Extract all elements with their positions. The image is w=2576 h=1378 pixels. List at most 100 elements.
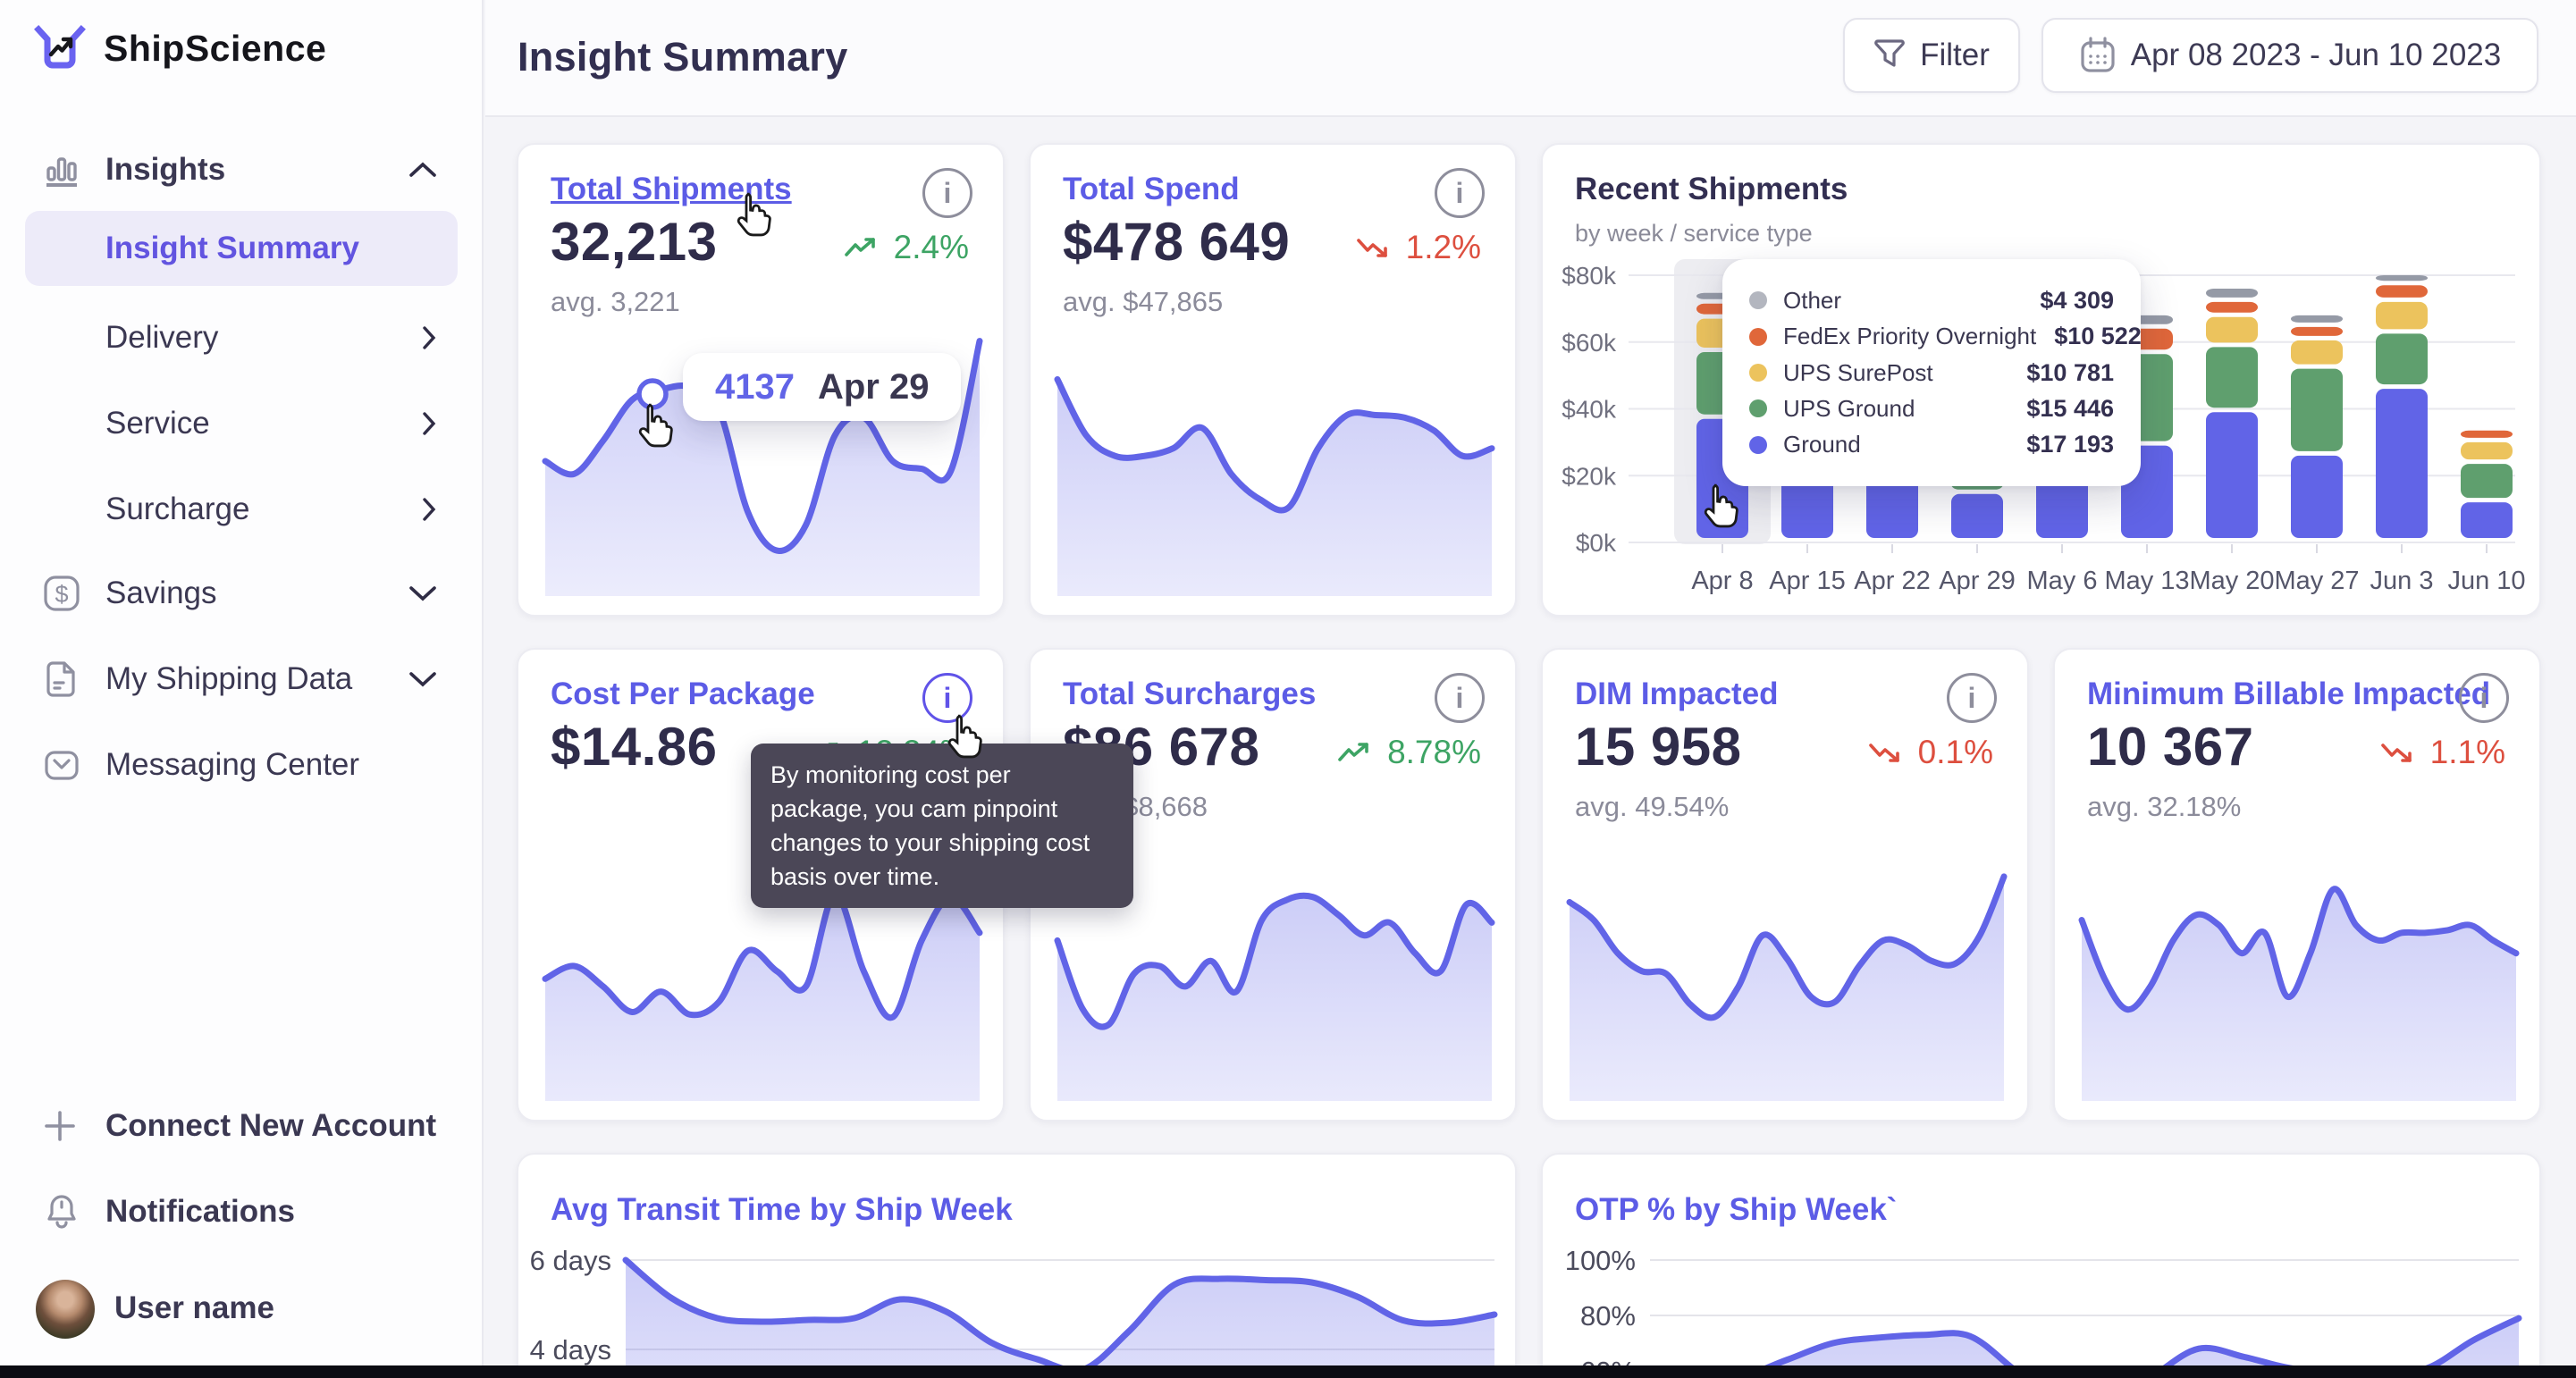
sidebar-item-delivery[interactable]: Delivery <box>0 309 484 366</box>
trend-down-icon <box>2380 744 2412 762</box>
trend-up-icon <box>1338 743 1368 761</box>
svg-text:Jun 3: Jun 3 <box>2370 567 2434 595</box>
svg-text:$20k: $20k <box>1562 462 1617 490</box>
chevron-right-icon <box>423 412 436 435</box>
taskbar-edge <box>0 1365 2576 1378</box>
cost-per-package-title[interactable]: Cost Per Package <box>551 676 815 711</box>
date-range-picker[interactable]: Apr 08 2023 - Jun 10 2023 <box>2041 18 2538 93</box>
filter-button[interactable]: Filter <box>1843 18 2020 93</box>
sidebar-item-service[interactable]: Service <box>0 395 484 452</box>
sidebar-item-savings[interactable]: $ Savings <box>0 565 484 622</box>
legend-row: FedEx Priority Overnight $10 522 <box>1749 318 2142 354</box>
otp-chart[interactable]: 100%80%60% <box>1543 1155 2543 1378</box>
sidebar-item-label: Surcharge <box>105 492 250 526</box>
avatar <box>36 1280 95 1339</box>
sidebar-item-my-shipping-data[interactable]: My Shipping Data <box>0 651 484 708</box>
total-shipments-title[interactable]: Total Shipments <box>551 172 792 206</box>
sidebar-item-label: Service <box>105 406 210 441</box>
svg-text:$0k: $0k <box>1576 529 1617 557</box>
legend-value: $10 781 <box>2026 358 2114 386</box>
chart-legend-tooltip: Other $4 309 FedEx Priority Overnight $10 5… <box>1722 259 2142 486</box>
svg-text:Jun 10: Jun 10 <box>2447 567 2525 595</box>
svg-text:Apr 8: Apr 8 <box>1691 567 1753 595</box>
sidebar-item-insights[interactable]: Insights <box>0 141 484 198</box>
total-surcharges-card: Total Surcharges i $86 678 8.78% avg. $8… <box>1029 648 1517 1122</box>
sidebar-item-insight-summary[interactable]: Insight Summary <box>25 211 458 286</box>
total-spend-title[interactable]: Total Spend <box>1063 172 1240 206</box>
info-tooltip: By monitoring cost per package, you cam … <box>751 744 1133 908</box>
avg-transit-card: Avg Transit Time by Ship Week 6 days 4 da… <box>517 1153 1517 1378</box>
info-icon[interactable]: i <box>2459 673 2509 723</box>
stat-average: avg. 3,221 <box>551 286 680 317</box>
trend-badge: 1.2% <box>1356 229 1481 266</box>
envelope-icon <box>45 751 79 780</box>
otp-card: OTP % by Ship Week` 100%80%60% <box>1541 1153 2541 1378</box>
bell-icon <box>47 1195 76 1229</box>
svg-text:Apr 15: Apr 15 <box>1769 567 1845 595</box>
svg-text:6 days: 6 days <box>530 1245 611 1276</box>
user-name: User name <box>114 1290 274 1325</box>
trend-down-icon <box>1868 744 1899 762</box>
minimum-billable-value: 10 367 <box>2087 717 2254 777</box>
avg-transit-title: Avg Transit Time by Ship Week <box>551 1192 1013 1227</box>
total-surcharges-sparkline[interactable] <box>1054 833 1495 1101</box>
cost-per-package-sparkline[interactable] <box>542 833 983 1101</box>
sidebar-item-label: Insights <box>105 152 226 187</box>
info-icon[interactable]: i <box>1435 168 1485 218</box>
sidebar-item-label: My Shipping Data <box>105 661 353 696</box>
total-shipments-value: 32,213 <box>551 212 718 272</box>
legend-row: Other $4 309 <box>1749 282 2114 318</box>
svg-text:$80k: $80k <box>1562 262 1617 290</box>
stat-average: avg. 49.54% <box>1575 791 1730 822</box>
legend-label: UPS SurePost <box>1783 358 1933 386</box>
connect-new-account-button[interactable]: Connect New Account <box>0 1097 484 1155</box>
brand-logo[interactable]: ShipScience <box>32 23 326 73</box>
trend-down-icon <box>1356 239 1387 257</box>
info-icon[interactable]: i <box>922 673 972 723</box>
chevron-down-icon <box>409 586 436 601</box>
dim-impacted-sparkline[interactable] <box>1566 833 2008 1101</box>
info-icon[interactable]: i <box>922 168 972 218</box>
legend-value: $17 193 <box>2026 431 2114 458</box>
svg-text:Apr 29: Apr 29 <box>1939 567 2015 595</box>
total-shipments-card: Total Shipments i 32,213 2.4% avg. 3,221… <box>517 143 1005 617</box>
notifications-button[interactable]: Notifications <box>0 1183 484 1240</box>
minimum-billable-title[interactable]: Minimum Billable Impacted <box>2087 676 2491 711</box>
user-menu[interactable]: User name <box>0 1273 484 1344</box>
chevron-up-icon <box>409 162 436 177</box>
filter-icon <box>1874 39 1905 67</box>
dim-impacted-title[interactable]: DIM Impacted <box>1575 676 1779 711</box>
info-icon[interactable]: i <box>1435 673 1485 723</box>
avg-transit-chart[interactable]: 6 days 4 days <box>518 1155 1519 1378</box>
legend-value: $4 309 <box>2040 286 2114 314</box>
svg-text:4 days: 4 days <box>530 1334 611 1365</box>
svg-text:Apr 22: Apr 22 <box>1854 567 1930 595</box>
legend-row: UPS SurePost $10 781 <box>1749 355 2114 391</box>
total-spend-sparkline[interactable] <box>1054 328 1495 596</box>
filter-label: Filter <box>1920 38 1990 72</box>
minimum-billable-sparkline[interactable] <box>2078 833 2520 1101</box>
sidebar-item-messaging-center[interactable]: Messaging Center <box>0 736 484 794</box>
total-surcharges-title[interactable]: Total Surcharges <box>1063 676 1317 711</box>
svg-text:May 6: May 6 <box>2027 567 2098 595</box>
info-icon[interactable]: i <box>1947 673 1997 723</box>
trend-badge: 2.4% <box>844 229 969 266</box>
legend-dot-icon <box>1749 364 1767 382</box>
stat-average: avg. $47,865 <box>1063 286 1224 317</box>
page-header: Insight Summary Filter Apr 08 2023 - Jun… <box>485 0 2576 117</box>
legend-dot-icon <box>1749 435 1767 454</box>
legend-value: $10 522 <box>2054 323 2142 350</box>
dim-impacted-value: 15 958 <box>1575 717 1742 777</box>
trend-up-icon <box>844 238 875 256</box>
cost-per-package-value: $14.86 <box>551 717 718 777</box>
bar-chart-icon <box>46 157 77 187</box>
chevron-right-icon <box>423 498 436 521</box>
svg-text:100%: 100% <box>1565 1245 1636 1276</box>
legend-dot-icon <box>1749 291 1767 310</box>
point-tooltip: 4137 Apr 29 <box>683 353 962 421</box>
otp-title: OTP % by Ship Week` <box>1575 1192 1898 1227</box>
notifications-label: Notifications <box>105 1194 295 1229</box>
sidebar-item-surcharge[interactable]: Surcharge <box>0 481 484 538</box>
legend-label: Ground <box>1783 431 1861 458</box>
